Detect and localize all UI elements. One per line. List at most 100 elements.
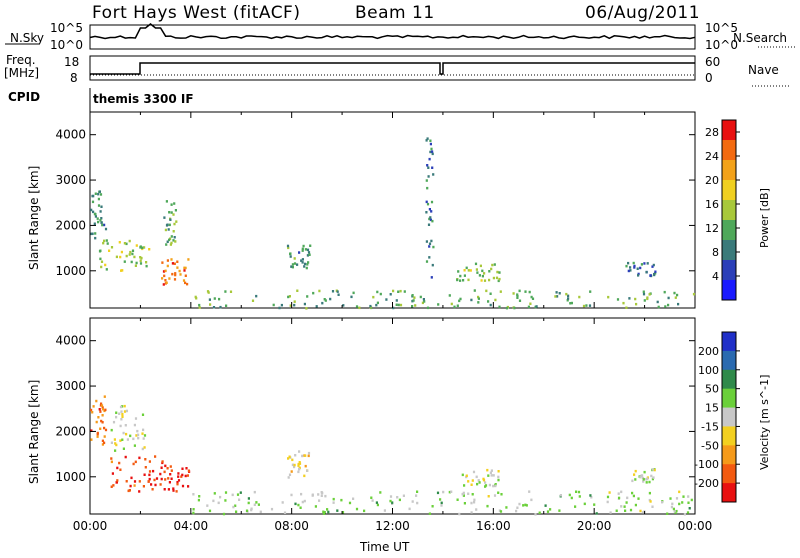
echo-cell <box>115 443 118 447</box>
echo-cell <box>206 290 210 293</box>
echo-cell <box>165 281 168 284</box>
echo-cell <box>375 303 378 307</box>
echo-cell <box>341 511 345 514</box>
echo-region <box>98 239 151 272</box>
echo-cell <box>135 244 138 247</box>
echo-cell <box>412 299 415 302</box>
echo-cell <box>176 266 179 269</box>
echo-cell <box>250 508 253 512</box>
echo-cell <box>288 455 291 458</box>
echo-cell <box>118 412 121 415</box>
echo-cell <box>479 264 482 268</box>
echo-cell <box>530 295 533 299</box>
echo-cell <box>173 202 176 205</box>
echo-cell <box>162 270 166 273</box>
echo-cell <box>302 244 305 248</box>
echo-cell <box>301 454 304 458</box>
echo-cell <box>431 166 434 169</box>
velocity-panel: 1000 2000 3000 4000 00:00 04:00 08:00 12:00 16:0… <box>55 317 712 533</box>
echo-cell <box>148 473 151 477</box>
echo-cell <box>326 508 329 511</box>
colorbar-swatch <box>722 332 736 352</box>
echo-cell <box>642 480 645 483</box>
echo-cell <box>170 469 173 472</box>
echo-cell <box>475 268 478 271</box>
echo-cell <box>112 420 116 424</box>
echo-region <box>456 262 501 283</box>
echo-cell <box>232 505 235 509</box>
echo-cell <box>486 468 489 472</box>
echo-cell <box>538 511 541 514</box>
echo-cell <box>123 260 126 263</box>
echo-cell <box>167 477 170 480</box>
echo-cell <box>94 215 97 218</box>
echo-cell <box>231 493 234 497</box>
echo-cell <box>181 484 185 488</box>
echo-cell <box>618 496 621 500</box>
echo-cell <box>635 302 638 306</box>
echo-cell <box>131 252 134 256</box>
echo-cell <box>182 279 186 282</box>
echo-cell <box>431 150 434 153</box>
colorbar-swatch <box>722 464 736 484</box>
echo-cell <box>654 270 657 273</box>
echo-cell <box>187 485 190 488</box>
echo-cell <box>289 304 292 307</box>
echo-cell <box>163 470 166 474</box>
echo-cell <box>106 242 109 245</box>
echo-cell <box>627 269 630 273</box>
echo-cell <box>666 512 669 515</box>
echo-cell <box>569 302 572 305</box>
echo-cell <box>478 481 481 484</box>
echo-cell <box>426 202 430 206</box>
echo-cell <box>306 248 310 252</box>
echo-cell <box>683 513 686 516</box>
echo-cell <box>472 470 476 474</box>
echo-cell <box>142 437 145 440</box>
colorbar-swatch <box>722 120 736 141</box>
echo-cell <box>648 491 651 495</box>
echo-cell <box>558 509 561 512</box>
echo-cell <box>322 512 326 515</box>
echo-cell <box>624 509 627 512</box>
echo-cell <box>528 490 531 493</box>
echo-cell <box>184 281 187 285</box>
echo-cell <box>98 190 101 193</box>
echo-cell <box>206 504 209 507</box>
echo-cell <box>163 274 166 278</box>
echo-cell <box>525 504 528 507</box>
echo-cell <box>115 411 118 414</box>
colorbar-swatch <box>722 407 736 427</box>
echo-cell <box>270 507 274 511</box>
echo-cell <box>123 242 126 245</box>
echo-cell <box>397 303 400 307</box>
echo-cell <box>175 220 178 223</box>
echo-cell <box>432 173 435 176</box>
echo-cell <box>593 503 596 506</box>
echo-cell <box>259 510 262 514</box>
echo-cell <box>300 492 303 496</box>
echo-cell <box>103 426 106 430</box>
power-panel: 1000 2000 3000 4000 <box>55 111 696 310</box>
echo-cell <box>583 502 586 506</box>
echo-cell <box>101 414 104 417</box>
echo-cell <box>115 255 118 259</box>
echo-cell <box>129 250 132 254</box>
echo-cell <box>250 507 253 510</box>
echo-cell <box>626 496 629 500</box>
echo-cell <box>411 294 414 297</box>
echo-cell <box>91 411 94 414</box>
echo-cell <box>637 272 640 276</box>
echo-cell <box>128 239 131 243</box>
echo-cell <box>309 244 312 247</box>
x-tick-label: 04:00 <box>174 519 209 533</box>
echo-cell <box>168 277 171 280</box>
echo-cell <box>497 478 500 482</box>
echo-cell <box>425 139 428 142</box>
echo-cell <box>303 265 306 268</box>
echo-cell <box>355 507 359 511</box>
echo-cell <box>94 212 97 216</box>
echo-cell <box>100 402 103 405</box>
echo-cell <box>428 157 431 161</box>
